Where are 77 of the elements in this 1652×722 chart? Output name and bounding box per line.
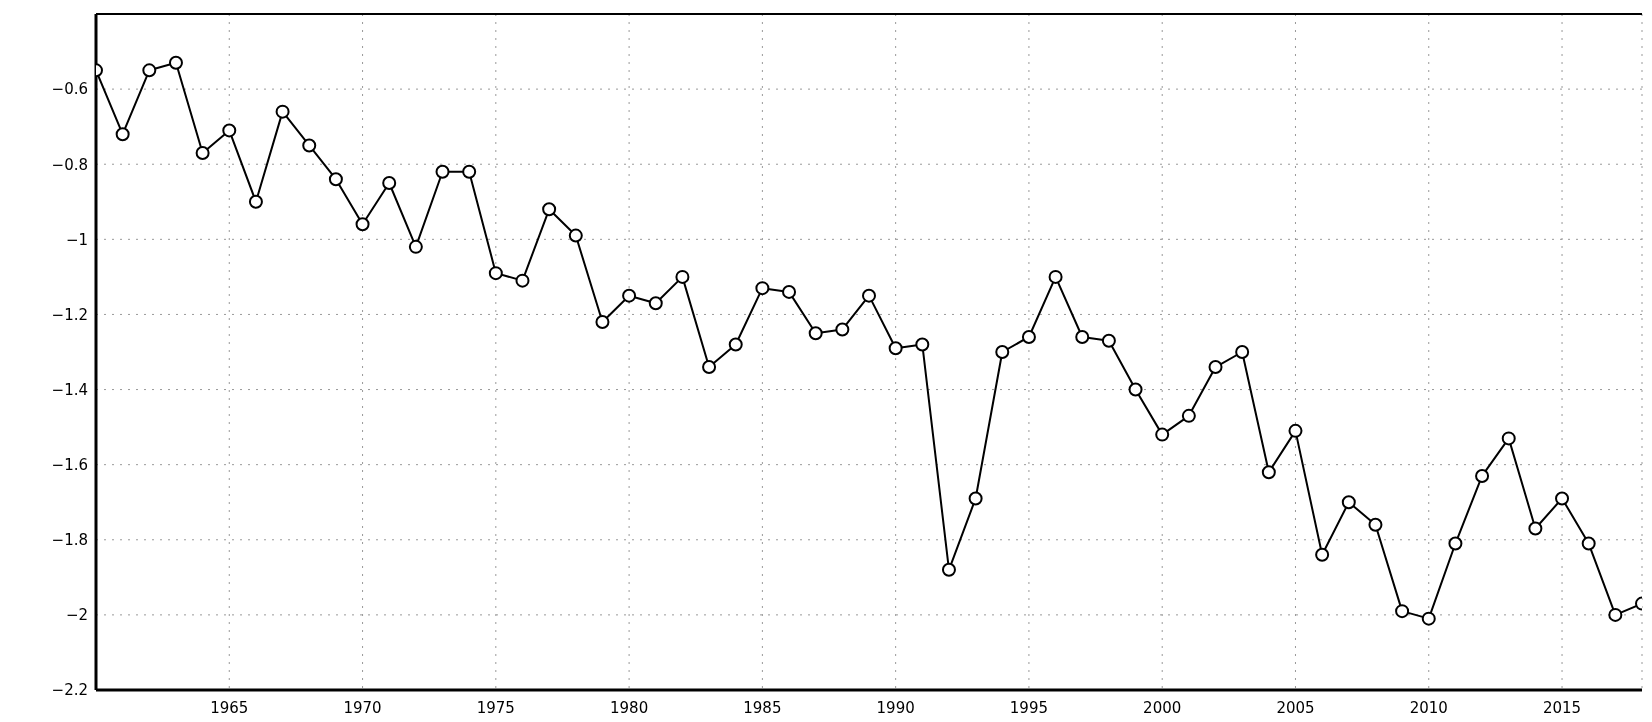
x-tick-label: 1985 [743, 698, 782, 717]
point [702, 360, 717, 375]
point [542, 202, 557, 217]
point [1048, 269, 1063, 284]
point [835, 322, 850, 337]
point [728, 337, 743, 352]
point [915, 337, 930, 352]
point [488, 266, 503, 281]
point [195, 145, 210, 160]
point [595, 314, 610, 329]
point [1288, 423, 1303, 438]
point [1395, 604, 1410, 619]
y-tick-label: −1.8 [51, 531, 88, 550]
x-tick-label: 1980 [610, 698, 649, 717]
point [222, 123, 237, 138]
point [1608, 607, 1623, 622]
point [1555, 491, 1570, 506]
point [462, 164, 477, 179]
point [1155, 427, 1170, 442]
point [355, 217, 370, 232]
point [435, 164, 450, 179]
x-tick-label: 2010 [1409, 698, 1448, 717]
point [275, 104, 290, 119]
point [1181, 408, 1196, 423]
y-tick-label: −1.4 [51, 380, 88, 399]
point [941, 562, 956, 577]
point [675, 269, 690, 284]
point [568, 228, 583, 243]
y-tick-label: −1.6 [51, 455, 88, 474]
point [1475, 468, 1490, 483]
y-tick-label: −0.6 [51, 80, 88, 99]
point [622, 288, 637, 303]
point [515, 273, 530, 288]
x-tick-label: 2005 [1276, 698, 1315, 717]
point [382, 176, 397, 190]
point [1368, 517, 1383, 532]
y-tick-label: −2.2 [51, 681, 88, 700]
point [1448, 536, 1463, 551]
x-tick-label: 1965 [210, 698, 249, 717]
point [1261, 465, 1276, 480]
point [1315, 547, 1330, 562]
y-tick-label: −1.2 [51, 305, 88, 324]
point [248, 194, 263, 209]
point [1021, 329, 1036, 344]
x-tick-label: 2015 [1542, 698, 1582, 717]
point [1421, 611, 1436, 626]
point [888, 341, 903, 356]
point [995, 345, 1010, 359]
point [782, 284, 797, 299]
point [755, 281, 770, 296]
y-tick-label: −2 [65, 606, 88, 625]
x-tick-label: 1990 [876, 698, 915, 717]
point [1208, 360, 1223, 375]
x-tick-label: 1995 [1009, 698, 1049, 717]
point [1235, 345, 1250, 359]
point [302, 138, 317, 153]
point [115, 127, 130, 142]
point [1341, 495, 1356, 510]
point [328, 172, 343, 187]
point [1128, 382, 1143, 397]
point [408, 239, 423, 254]
y-tick-label: −1 [65, 230, 88, 249]
x-tick-label: 1975 [476, 698, 515, 717]
point [808, 326, 823, 341]
y-tick-label: −0.8 [51, 155, 88, 174]
point [1101, 333, 1116, 348]
x-tick-label: 2000 [1143, 698, 1182, 717]
x-tick-label: 1970 [343, 698, 382, 717]
point [968, 491, 983, 506]
point [1581, 536, 1596, 551]
point [1075, 329, 1090, 344]
point [862, 288, 876, 303]
point [168, 55, 183, 70]
point [1528, 521, 1543, 536]
point [648, 296, 663, 311]
point [1501, 431, 1516, 446]
point [142, 63, 157, 78]
